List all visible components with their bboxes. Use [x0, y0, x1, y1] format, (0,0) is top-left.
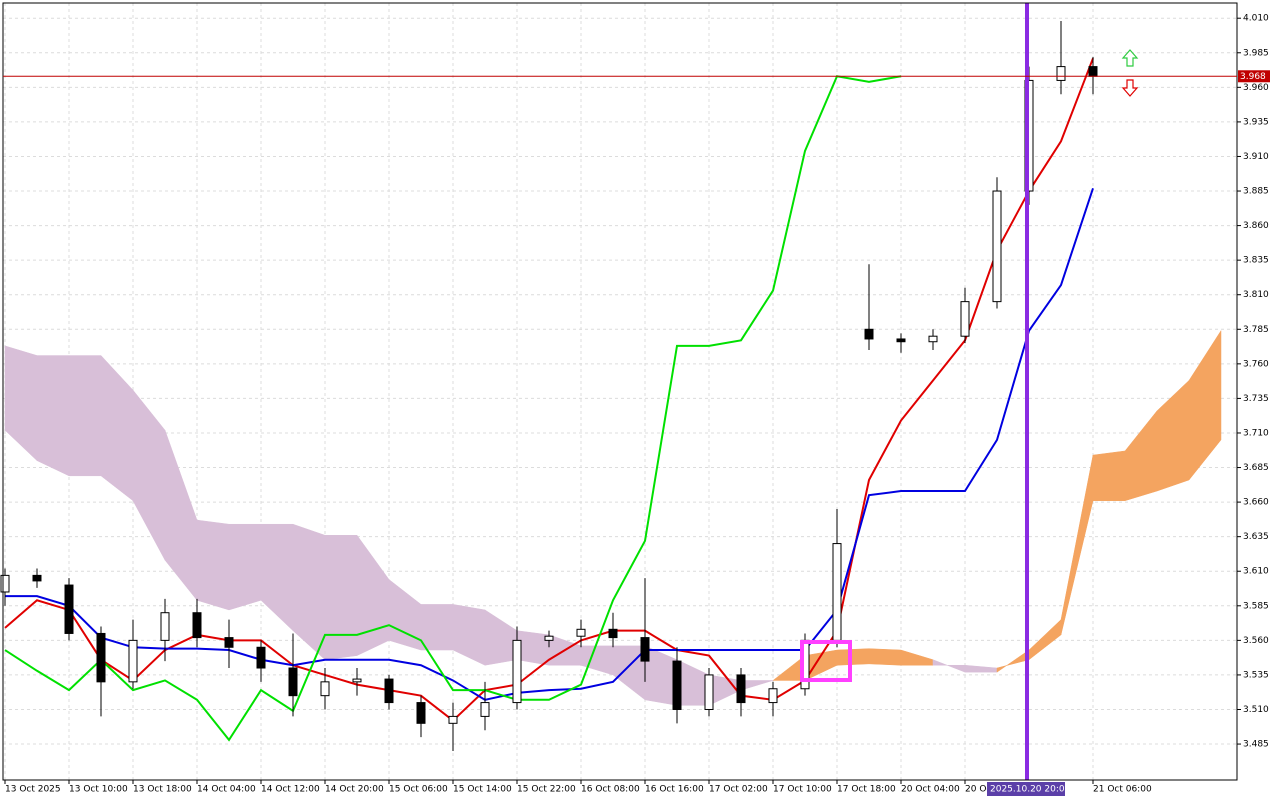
y-tick-label: 3.860: [1243, 221, 1269, 231]
y-tick-label: 3.985: [1243, 48, 1269, 58]
candle-body: [352, 678, 362, 683]
candle-body: [768, 688, 778, 704]
y-tick-label: 3.610: [1243, 567, 1269, 577]
crosshair-label-box: [987, 782, 1065, 796]
x-tick-label: 13 Oct 2025: [5, 785, 61, 795]
plot-frame: [2, 2, 1238, 781]
grid: [3, 3, 1237, 780]
x-tick-label: 20 Oct 04:00: [901, 785, 960, 795]
candle-body: [96, 632, 106, 683]
y-tick-label: 3.560: [1243, 636, 1269, 646]
candle-body: [896, 338, 906, 343]
candle-body: [320, 681, 330, 697]
axes: 3.485 3.510 3.535 3.560 3.585 3.610 3.635 3.660…: [4, 14, 1269, 795]
lines: [4, 57, 1094, 742]
indicator-line: [4, 57, 1094, 722]
indicator-line: [5, 187, 1094, 701]
y-tick-label: 3.735: [1243, 394, 1269, 404]
y-tick-label: 3.885: [1243, 187, 1269, 197]
price-label: 3.968: [1240, 72, 1266, 82]
y-tick-label: 3.635: [1243, 532, 1269, 542]
y-tick-label: 3.935: [1243, 117, 1269, 127]
cloud-segment: [1092, 450, 1126, 501]
y-tick-label: 3.660: [1243, 498, 1269, 508]
x-tick-label: 14 Oct 12:00: [261, 785, 320, 795]
cloud-segment: [516, 630, 550, 666]
x-tick-label: 16 Oct 08:00: [581, 785, 640, 795]
candle-body: [224, 637, 234, 648]
highlight-box: [800, 640, 852, 682]
cloud-segment: [324, 535, 358, 661]
y-tick-label: 3.585: [1243, 601, 1269, 611]
cloud-segment: [868, 648, 902, 666]
x-tick-label: 14 Oct 04:00: [197, 785, 256, 795]
cloud-segment: [196, 519, 230, 611]
candle-body: [512, 639, 522, 704]
y-tick-label: 3.810: [1243, 290, 1269, 300]
cloud-segment: [228, 523, 262, 611]
x-tick-label: 21 Oct 06:00: [1093, 785, 1152, 795]
y-tick-label: 3.835: [1243, 256, 1269, 266]
candle-body: [864, 328, 874, 340]
cloud-segment: [36, 355, 70, 477]
x-tick-label: 17 Oct 02:00: [709, 785, 768, 795]
x-tick-label: 13 Oct 18:00: [133, 785, 192, 795]
cloud-segment: [68, 355, 102, 477]
candle-body: [1056, 66, 1066, 81]
cloud-segment: [1188, 329, 1222, 481]
candle-body: [448, 715, 458, 724]
candle-body: [256, 646, 266, 669]
candle-body: [384, 678, 394, 704]
candle-body: [192, 612, 202, 639]
x-tick-label: 17 Oct 18:00: [837, 785, 896, 795]
y-tick-label: 3.710: [1243, 428, 1269, 438]
x-tick-label: 15 Oct 06:00: [389, 785, 448, 795]
candle-body: [288, 667, 298, 697]
y-tick-label: 3.785: [1243, 325, 1269, 335]
buy-arrow[interactable]: [1121, 49, 1139, 67]
x-tick-label: 13 Oct 10:00: [69, 785, 128, 795]
y-tick-label: 4.010: [1243, 14, 1269, 24]
candle-body: [736, 674, 746, 704]
candle-body: [480, 702, 490, 717]
x-tick-label: 14 Oct 20:00: [325, 785, 384, 795]
candle-body: [704, 674, 714, 710]
x-tick-label: 15 Oct 22:00: [517, 785, 576, 795]
cloud: [4, 329, 1222, 706]
crosshair-label: 2025.10.20 20:00: [990, 785, 1071, 795]
candle-body: [64, 584, 74, 634]
candle-body: [960, 301, 970, 337]
y-tick-label: 3.910: [1243, 152, 1269, 162]
y-tick-label: 3.485: [1243, 740, 1269, 750]
y-tick-label: 3.960: [1243, 83, 1269, 93]
candle-body: [576, 628, 586, 637]
candle-body: [416, 702, 426, 724]
candle-body: [544, 635, 554, 641]
candle-body: [608, 628, 618, 639]
sell-arrow[interactable]: [1121, 79, 1139, 97]
candle-body: [928, 335, 938, 343]
x-tick-label: 16 Oct 16:00: [645, 785, 704, 795]
cloud-segment: [420, 604, 454, 651]
candle-body: [32, 574, 42, 582]
candle-body: [992, 190, 1002, 303]
price-label-box: [1238, 70, 1270, 83]
x-tick-label: 15 Oct 14:00: [453, 785, 512, 795]
y-tick-label: 3.685: [1243, 463, 1269, 473]
cloud-segment: [836, 648, 870, 666]
candle-body: [160, 612, 170, 641]
candle-body: [672, 660, 682, 710]
x-tick-label: 17 Oct 10:00: [773, 785, 832, 795]
y-tick-label: 3.510: [1243, 705, 1269, 715]
candle-body: [640, 637, 650, 662]
y-tick-label: 3.760: [1243, 359, 1269, 369]
candle-body: [0, 574, 10, 593]
candle-body: [1088, 66, 1098, 77]
indicator-line: [4, 75, 902, 742]
candle-body: [128, 639, 138, 683]
y-tick-label: 3.535: [1243, 670, 1269, 680]
candle-body: [832, 543, 842, 641]
